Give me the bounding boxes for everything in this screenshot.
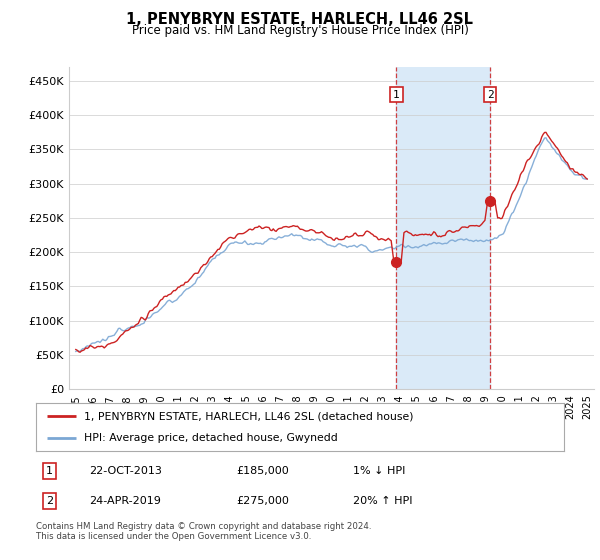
Text: 1% ↓ HPI: 1% ↓ HPI: [353, 466, 405, 476]
Text: 22-OCT-2013: 22-OCT-2013: [89, 466, 161, 476]
Bar: [397, 67, 490, 389]
Text: 20% ↑ HPI: 20% ↑ HPI: [353, 496, 412, 506]
Text: 1: 1: [46, 466, 53, 476]
Text: HPI: Average price, detached house, Gwynedd: HPI: Average price, detached house, Gwyn…: [83, 433, 337, 443]
Text: 2: 2: [487, 90, 494, 100]
Text: 1, PENYBRYN ESTATE, HARLECH, LL46 2SL (detached house): 1, PENYBRYN ESTATE, HARLECH, LL46 2SL (d…: [83, 411, 413, 421]
Text: 2: 2: [46, 496, 53, 506]
Text: 1: 1: [393, 90, 400, 100]
Text: £185,000: £185,000: [236, 466, 289, 476]
Text: Price paid vs. HM Land Registry's House Price Index (HPI): Price paid vs. HM Land Registry's House …: [131, 24, 469, 37]
Text: £275,000: £275,000: [236, 496, 290, 506]
Text: 24-APR-2019: 24-APR-2019: [89, 496, 161, 506]
Text: 1, PENYBRYN ESTATE, HARLECH, LL46 2SL: 1, PENYBRYN ESTATE, HARLECH, LL46 2SL: [127, 12, 473, 27]
Text: Contains HM Land Registry data © Crown copyright and database right 2024.
This d: Contains HM Land Registry data © Crown c…: [36, 522, 371, 542]
